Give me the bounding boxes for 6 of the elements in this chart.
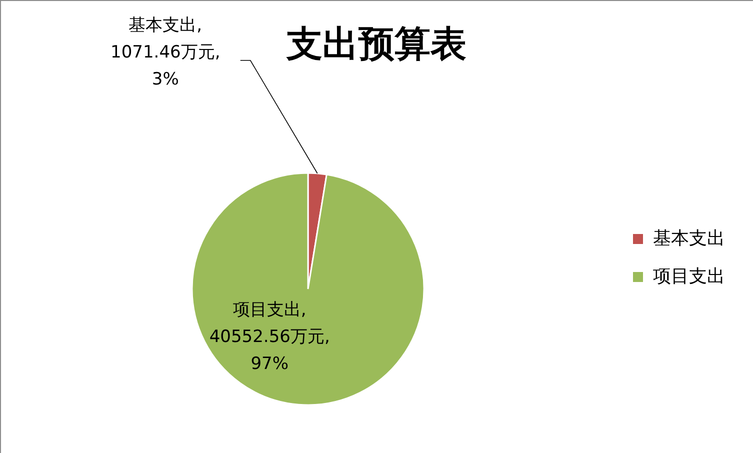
legend-label: 项目支出 <box>653 266 725 287</box>
legend-label: 基本支出 <box>653 228 725 249</box>
data-label: 项目支出, 40552.56万元, 97% <box>209 300 330 374</box>
pie-slice <box>191 172 425 406</box>
chart-title: 支出预算表 <box>286 24 466 65</box>
data-label: 基本支出, 1071.46万元, 3% <box>110 15 220 90</box>
